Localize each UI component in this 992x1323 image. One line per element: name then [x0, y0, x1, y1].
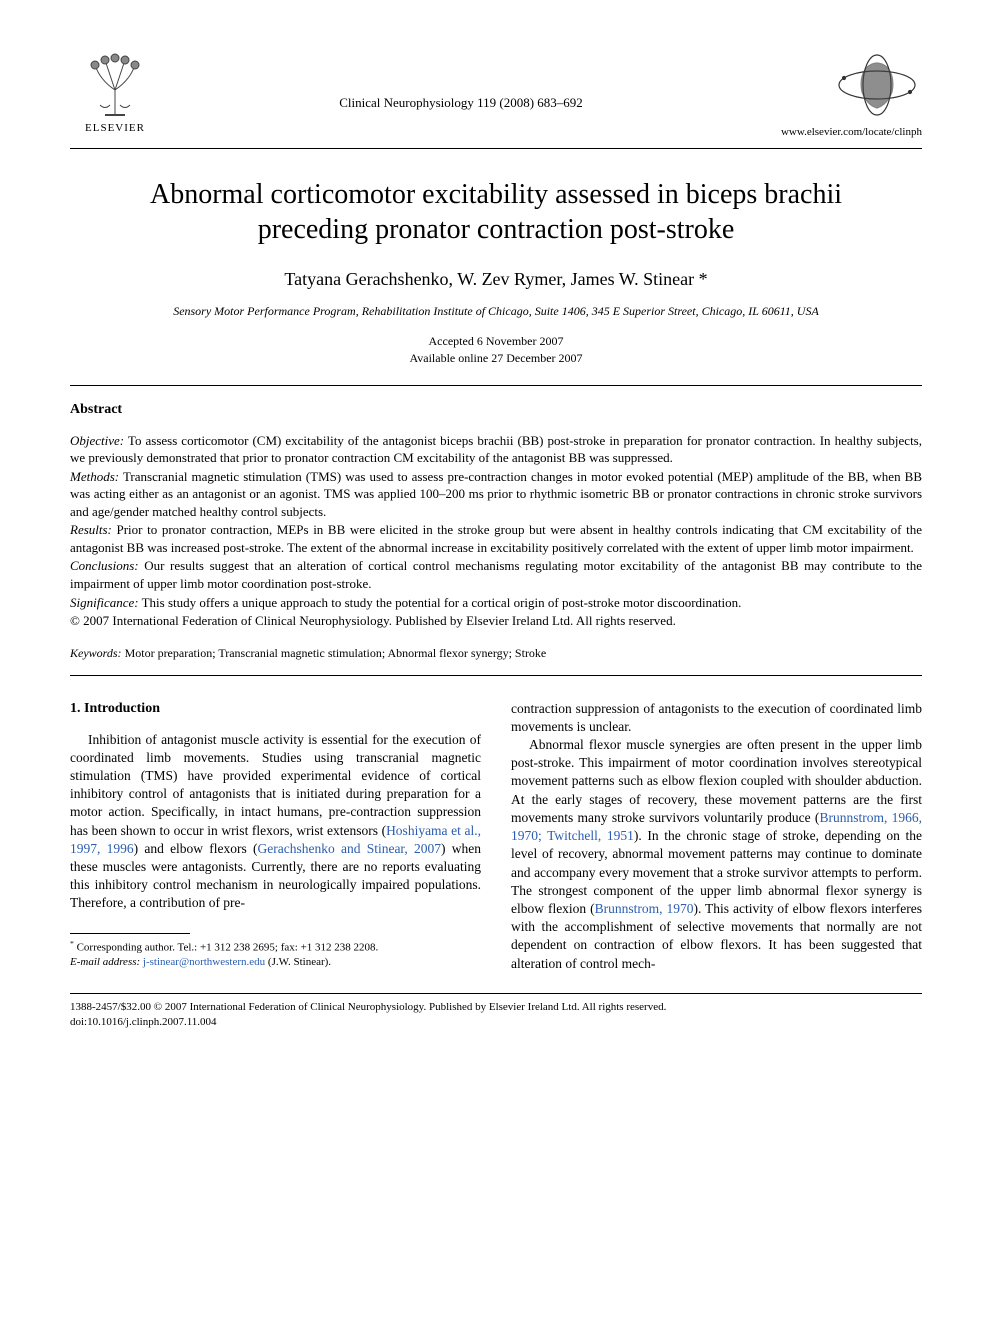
corr-email[interactable]: j-stinear@northwestern.edu	[143, 956, 265, 968]
online-date: Available online 27 December 2007	[70, 350, 922, 367]
journal-url: www.elsevier.com/locate/clinph	[781, 126, 922, 138]
column-left: 1. Introduction Inhibition of antagonist…	[70, 700, 481, 973]
article-title: Abnormal corticomotor excitability asses…	[110, 177, 882, 247]
intro-para-1-cont: contraction suppression of antagonists t…	[511, 700, 922, 736]
citation-gerachshenko[interactable]: Gerachshenko and Stinear, 2007	[258, 841, 442, 856]
abstract-significance: Significance: This study offers a unique…	[70, 594, 922, 612]
citation-brunnstrom-2[interactable]: Brunnstrom, 1970	[595, 901, 694, 916]
corresponding-footnote: * Corresponding author. Tel.: +1 312 238…	[70, 939, 481, 970]
journal-head-icon	[832, 50, 922, 120]
results-label: Results:	[70, 522, 112, 537]
abstract-heading: Abstract	[70, 402, 922, 418]
keywords-rule	[70, 675, 922, 676]
asterisk-icon: *	[70, 939, 74, 948]
footer-copyright: 1388-2457/$32.00 © 2007 International Fe…	[70, 1000, 922, 1015]
article-dates: Accepted 6 November 2007 Available onlin…	[70, 333, 922, 367]
column-right: contraction suppression of antagonists t…	[511, 700, 922, 973]
publisher-logo: ELSEVIER	[70, 50, 160, 134]
journal-citation: Clinical Neurophysiology 119 (2008) 683–…	[160, 50, 762, 111]
significance-text: This study offers a unique approach to s…	[139, 595, 742, 610]
page-footer: 1388-2457/$32.00 © 2007 International Fe…	[70, 1000, 922, 1030]
abstract-copyright: © 2007 International Federation of Clini…	[70, 612, 922, 630]
footnote-rule	[70, 933, 190, 934]
conclusions-text: Our results suggest that an alteration o…	[70, 558, 922, 591]
publisher-name: ELSEVIER	[85, 122, 145, 134]
abstract-top-rule	[70, 385, 922, 386]
keywords-label: Keywords:	[70, 646, 122, 660]
abstract-objective: Objective: To assess corticomotor (CM) e…	[70, 432, 922, 467]
methods-label: Methods:	[70, 469, 119, 484]
journal-logo-block: www.elsevier.com/locate/clinph	[762, 50, 922, 138]
abstract-methods: Methods: Transcranial magnetic stimulati…	[70, 468, 922, 521]
abstract-results: Results: Prior to pronator contraction, …	[70, 521, 922, 556]
footnote-line1: * Corresponding author. Tel.: +1 312 238…	[70, 939, 481, 956]
accepted-date: Accepted 6 November 2007	[70, 333, 922, 350]
objective-text: To assess corticomotor (CM) excitability…	[70, 433, 922, 466]
objective-label: Objective:	[70, 433, 124, 448]
abstract-body: Objective: To assess corticomotor (CM) e…	[70, 432, 922, 630]
intro-para-2: Abnormal flexor muscle synergies are oft…	[511, 736, 922, 973]
section-heading: 1. Introduction	[70, 700, 481, 719]
email-label: E-mail address:	[70, 956, 140, 968]
keywords-line: Keywords: Motor preparation; Transcrania…	[70, 646, 922, 661]
affiliation: Sensory Motor Performance Program, Rehab…	[70, 304, 922, 319]
significance-label: Significance:	[70, 595, 139, 610]
conclusions-label: Conclusions:	[70, 558, 139, 573]
elsevier-tree-icon	[80, 50, 150, 120]
footer-rule	[70, 993, 922, 994]
abstract-conclusions: Conclusions: Our results suggest that an…	[70, 557, 922, 592]
p1b: ) and elbow flexors (	[134, 841, 258, 856]
corr-text: Corresponding author. Tel.: +1 312 238 2…	[77, 941, 379, 953]
intro-para-1: Inhibition of antagonist muscle activity…	[70, 731, 481, 913]
footnote-line2: E-mail address: j-stinear@northwestern.e…	[70, 955, 481, 970]
results-text: Prior to pronator contraction, MEPs in B…	[70, 522, 922, 555]
body-columns: 1. Introduction Inhibition of antagonist…	[70, 700, 922, 973]
header-rule	[70, 148, 922, 149]
authors-line: Tatyana Gerachshenko, W. Zev Rymer, Jame…	[70, 269, 922, 290]
page-header: ELSEVIER Clinical Neurophysiology 119 (2…	[70, 50, 922, 138]
corr-email-name: (J.W. Stinear).	[265, 956, 331, 968]
footer-doi: doi:10.1016/j.clinph.2007.11.004	[70, 1015, 922, 1030]
methods-text: Transcranial magnetic stimulation (TMS) …	[70, 469, 922, 519]
keywords-text: Motor preparation; Transcranial magnetic…	[122, 646, 547, 660]
